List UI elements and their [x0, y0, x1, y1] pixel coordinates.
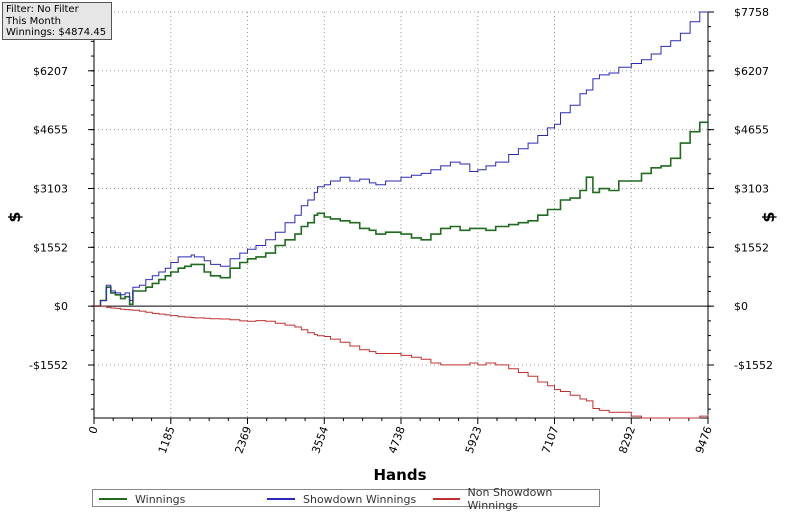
legend-item-winnings: Winnings — [99, 492, 185, 506]
y-tick-label-right: $7758 — [734, 6, 769, 19]
y-tick-label-left: $3103 — [33, 182, 68, 195]
x-tick-label: 7107 — [540, 425, 562, 456]
y-tick-label-left: $0 — [54, 300, 68, 313]
legend-item-non-showdown: Non Showdown Winnings — [433, 486, 599, 512]
series-lines — [94, 11, 709, 419]
y-axis-title-right: $ — [759, 211, 778, 222]
x-tick-label: 5923 — [463, 425, 485, 456]
winnings-total-label: Winnings: $4874.45 — [6, 27, 107, 38]
y-tick-label-right: -$1552 — [734, 359, 773, 372]
x-tick-label: 1185 — [156, 425, 178, 456]
filter-info-box: Filter: No Filter This Month Winnings: $… — [2, 2, 112, 40]
y-tick-label-left: -$1552 — [29, 359, 68, 372]
y-axis-title-left: $ — [5, 211, 24, 222]
x-axis-title: Hands — [373, 466, 426, 484]
legend-item-showdown: Showdown Winnings — [267, 492, 416, 506]
y-tick-label-right: $4655 — [734, 124, 769, 137]
legend-swatch-winnings — [99, 498, 127, 500]
y-tick-label-left: $4655 — [33, 124, 68, 137]
x-tick-label: 3554 — [309, 425, 331, 456]
x-tick-label: 9476 — [693, 425, 715, 456]
legend-swatch-showdown — [267, 498, 295, 500]
period-label: This Month — [6, 15, 61, 27]
y-tick-label-right: $6207 — [734, 65, 769, 78]
y-tick-label-left: $6207 — [33, 65, 68, 78]
x-tick-label: 2369 — [233, 425, 255, 456]
y-tick-label-right: $0 — [734, 300, 748, 313]
filter-label: Filter: No Filter — [6, 4, 79, 15]
tick-labels: 0 1185 2369 3554 4738 5923 7107 8292 9476 -$1552 -… — [29, 6, 773, 455]
chart-axes — [88, 11, 714, 424]
winnings-line — [94, 121, 709, 307]
legend-label-winnings: Winnings — [135, 492, 186, 506]
y-tick-label-right: $1552 — [734, 241, 769, 254]
non-showdown-winnings-line — [94, 305, 709, 419]
x-tick-label: 4738 — [386, 425, 408, 456]
showdown-winnings-line — [94, 11, 708, 307]
legend-swatch-non-showdown — [433, 498, 460, 500]
y-tick-label-left: $1552 — [33, 241, 68, 254]
y-tick-label-right: $3103 — [734, 182, 769, 195]
legend-label-showdown: Showdown Winnings — [303, 492, 417, 506]
x-tick-label: 0 — [86, 425, 101, 436]
legend-label-non-showdown: Non Showdown Winnings — [467, 486, 553, 512]
chart-legend: Winnings Showdown Winnings Non Showdown … — [92, 486, 600, 512]
x-tick-label: 8292 — [616, 425, 638, 456]
